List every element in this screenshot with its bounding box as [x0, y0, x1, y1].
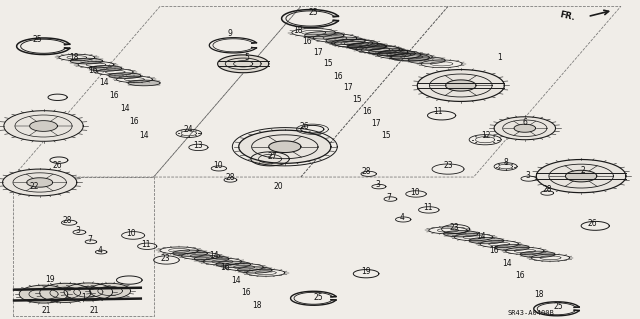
Text: 17: 17 [343, 83, 353, 92]
Text: 22: 22 [29, 182, 38, 191]
Text: 19: 19 [45, 275, 55, 284]
Text: 17: 17 [371, 119, 381, 128]
Polygon shape [27, 178, 52, 187]
Text: 23: 23 [449, 223, 460, 232]
Text: 8: 8 [503, 158, 508, 167]
Text: 10: 10 [410, 188, 420, 197]
Text: 9: 9 [228, 29, 233, 38]
Text: 25: 25 [308, 8, 319, 17]
Text: 25: 25 [32, 35, 42, 44]
Text: 11: 11 [423, 204, 432, 212]
Text: 14: 14 [209, 251, 220, 260]
Polygon shape [494, 117, 556, 140]
Text: 14: 14 [99, 78, 109, 87]
Polygon shape [417, 70, 504, 101]
Text: 26: 26 [299, 122, 309, 130]
Text: 21: 21 [90, 306, 99, 315]
Text: 16: 16 [109, 91, 119, 100]
Text: 18: 18 [69, 53, 78, 62]
Text: 16: 16 [129, 117, 140, 126]
Text: 15: 15 [323, 59, 333, 68]
Text: 21: 21 [42, 306, 51, 315]
Text: 16: 16 [88, 66, 98, 75]
Text: 14: 14 [139, 131, 149, 140]
Polygon shape [40, 283, 91, 302]
Text: 16: 16 [489, 246, 499, 255]
Polygon shape [239, 130, 331, 163]
Text: 16: 16 [220, 263, 230, 272]
Text: 14: 14 [230, 276, 241, 285]
Text: 7: 7 [87, 235, 92, 244]
Polygon shape [19, 285, 68, 303]
Text: 10: 10 [212, 161, 223, 170]
Text: 23: 23 [160, 254, 170, 263]
Text: 25: 25 [314, 293, 324, 302]
Text: 18: 18 [534, 290, 543, 299]
Text: 6: 6 [522, 118, 527, 127]
Text: 26: 26 [52, 161, 63, 170]
Text: 11: 11 [141, 241, 150, 249]
Text: 20: 20 [273, 182, 284, 191]
Polygon shape [514, 124, 536, 132]
Text: 16: 16 [362, 107, 372, 116]
Text: 16: 16 [302, 37, 312, 46]
Polygon shape [64, 283, 113, 301]
Text: 3: 3 [76, 226, 81, 235]
Text: 14: 14 [502, 259, 512, 268]
Text: 11: 11 [434, 107, 443, 116]
Polygon shape [218, 55, 269, 73]
Text: 2: 2 [580, 166, 585, 175]
Text: SR43-A0400B: SR43-A0400B [508, 310, 555, 316]
Text: 26: 26 [587, 219, 597, 228]
Polygon shape [251, 152, 289, 166]
Text: 28: 28 [543, 185, 552, 194]
Polygon shape [90, 283, 131, 299]
Text: 14: 14 [120, 104, 130, 113]
Polygon shape [3, 169, 77, 196]
Text: 28: 28 [362, 167, 371, 176]
Text: 15: 15 [381, 131, 391, 140]
Text: 28: 28 [226, 173, 235, 182]
Text: 3: 3 [525, 171, 531, 180]
Text: 10: 10 [126, 229, 136, 238]
Text: 27: 27 [267, 152, 277, 161]
Text: 4: 4 [98, 246, 103, 255]
Text: FR.: FR. [559, 10, 576, 22]
Text: 24: 24 [184, 125, 194, 134]
Polygon shape [536, 160, 626, 193]
Polygon shape [566, 170, 596, 182]
Text: 13: 13 [193, 141, 204, 150]
Text: 7: 7 [387, 193, 392, 202]
Polygon shape [4, 111, 83, 141]
Text: 3: 3 [375, 180, 380, 189]
Text: 1: 1 [497, 53, 502, 62]
Text: 19: 19 [361, 267, 371, 276]
Text: 16: 16 [515, 271, 525, 280]
Text: 15: 15 [352, 95, 362, 104]
Text: 17: 17 [313, 48, 323, 57]
Text: 18: 18 [253, 301, 262, 310]
Text: 16: 16 [333, 72, 343, 81]
Polygon shape [445, 80, 476, 91]
Text: 4: 4 [399, 213, 404, 222]
Text: 1: 1 [81, 293, 86, 302]
Text: 25: 25 [553, 302, 563, 311]
Text: 14: 14 [476, 232, 486, 241]
Polygon shape [269, 141, 301, 152]
Polygon shape [29, 121, 58, 131]
Text: 28: 28 [63, 216, 72, 225]
Text: 18: 18 [293, 26, 302, 35]
Text: 5: 5 [244, 53, 249, 62]
Text: 23: 23 [443, 161, 453, 170]
Text: 12: 12 [482, 131, 491, 140]
Text: 16: 16 [241, 288, 252, 297]
